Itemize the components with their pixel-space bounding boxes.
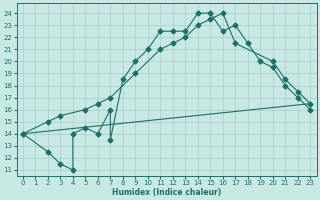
X-axis label: Humidex (Indice chaleur): Humidex (Indice chaleur) — [112, 188, 221, 197]
